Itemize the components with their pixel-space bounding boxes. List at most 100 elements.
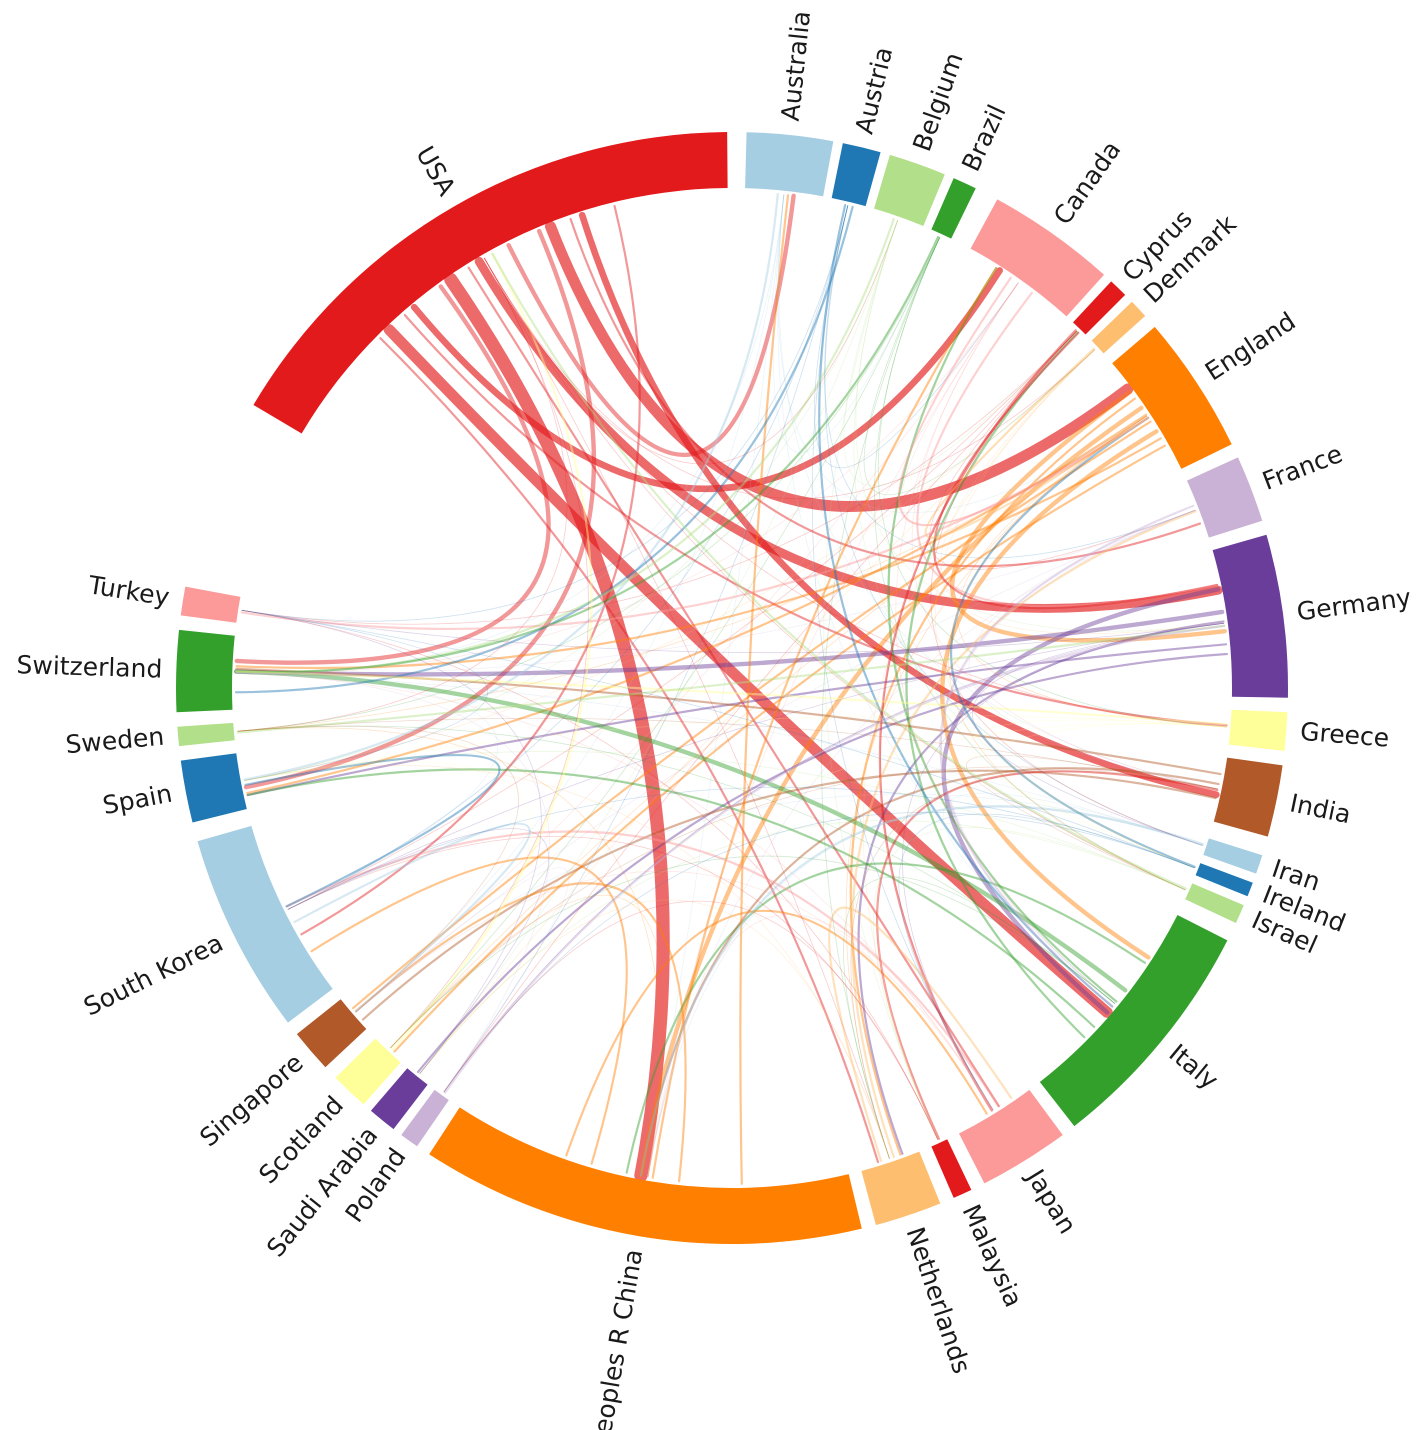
arc-netherlands[interactable]	[861, 1151, 941, 1226]
ribbon-india-singapore[interactable]	[361, 769, 1217, 1021]
ribbon-spain-south_korea[interactable]	[244, 754, 501, 908]
ribbon-england-italy[interactable]	[940, 429, 1159, 960]
ribbon-usa-japan[interactable]	[467, 266, 1000, 1108]
ribbon-china-japan[interactable]	[565, 909, 988, 1157]
thread-saudi_arabia-turkey	[241, 610, 542, 1074]
ribbon-iran-china[interactable]	[639, 805, 1204, 1177]
ribbon-netherlands-france[interactable]	[850, 510, 1197, 1158]
arc-malaysia[interactable]	[931, 1139, 972, 1198]
ribbon-germany-spain[interactable]	[246, 643, 1228, 797]
ribbon-canada-england[interactable]	[897, 276, 1150, 527]
ribbon-italy-switzerland[interactable]	[234, 669, 1128, 993]
ribbon-italy-cyprus[interactable]	[905, 331, 1086, 1039]
arc-ireland[interactable]	[1195, 863, 1253, 897]
arc-italy[interactable]	[1039, 914, 1228, 1127]
ribbon-usa-greece[interactable]	[403, 314, 1228, 727]
ribbon-india-switzerland[interactable]	[235, 667, 1222, 776]
ribbon-germany-italy[interactable]	[941, 587, 1221, 1015]
ribbon-usa-netherlands[interactable]	[379, 337, 880, 1164]
ribbon-england-china[interactable]	[638, 405, 1144, 1178]
ribbon-austria-switzerland[interactable]	[234, 205, 854, 694]
arc-belgium[interactable]	[874, 154, 945, 227]
ribbon-usa-england[interactable]	[544, 220, 1134, 512]
ribbon-cyprus-japan[interactable]	[878, 329, 1077, 1112]
ribbon-canada-germany[interactable]	[916, 291, 1219, 608]
ribbon-usa-france[interactable]	[569, 217, 1202, 568]
arc-sweden[interactable]	[177, 722, 235, 747]
ribbon-usa-switzerland[interactable]	[234, 284, 551, 665]
ribbon-china-canada[interactable]	[651, 267, 998, 1179]
ribbon-usa-india[interactable]	[578, 211, 1220, 799]
arc-singapore[interactable]	[296, 999, 367, 1068]
arc-austria[interactable]	[831, 143, 881, 207]
ribbon-japan-south_korea[interactable]	[285, 830, 1000, 1108]
arc-south_korea[interactable]	[197, 825, 333, 1023]
ribbon-germany-netherlands[interactable]	[857, 620, 1225, 1155]
thread-iran-china	[647, 806, 1203, 1178]
ribbon-germany-saudi_arabia[interactable]	[416, 652, 1228, 1074]
ribbon-belgium-switzerland[interactable]	[235, 218, 895, 674]
ribbon-poland-germany[interactable]	[443, 624, 1226, 1094]
ribbon-italy-canada[interactable]	[887, 267, 1118, 1003]
ribbon-usa-australia[interactable]	[506, 193, 796, 458]
ribbon-cyprus-germany[interactable]	[933, 331, 1219, 610]
arc-canada[interactable]	[970, 199, 1105, 317]
arc-japan[interactable]	[958, 1089, 1063, 1184]
arc-turkey[interactable]	[180, 586, 241, 623]
ribbon-germany-switzerland[interactable]	[234, 609, 1225, 677]
arc-france[interactable]	[1186, 457, 1263, 538]
ribbon-usa-south_korea[interactable]	[300, 204, 641, 936]
ribbon-india-china[interactable]	[639, 767, 1220, 1177]
ribbon-england-scotland[interactable]	[393, 444, 1166, 1053]
ribbon-france-italy[interactable]	[939, 504, 1195, 1008]
arc-usa[interactable]	[253, 132, 728, 434]
thread-usa-denmark	[483, 257, 1096, 500]
arc-germany[interactable]	[1212, 534, 1288, 698]
ribbon-turkey-england[interactable]	[240, 416, 1150, 631]
arc-england[interactable]	[1112, 326, 1232, 469]
ribbon-ireland-england[interactable]	[950, 416, 1196, 868]
ribbon-australia-spain[interactable]	[243, 193, 779, 781]
arc-spain[interactable]	[180, 753, 247, 823]
ribbon-austria-italy[interactable]	[818, 203, 1114, 1008]
arc-poland[interactable]	[401, 1089, 449, 1147]
ribbon-denmark-england[interactable]	[924, 347, 1150, 539]
ribbon-china-singapore[interactable]	[354, 882, 687, 1183]
ribbon-brazil-switzerland[interactable]	[235, 235, 940, 674]
ribbon-usa-canada[interactable]	[410, 267, 1003, 493]
ribbon-malaysia-india[interactable]	[876, 770, 1219, 1140]
ribbon-england-singapore[interactable]	[351, 420, 1152, 1010]
ribbon-greece-switzerland[interactable]	[235, 670, 1228, 726]
arc-israel[interactable]	[1185, 883, 1244, 923]
arc-switzerland[interactable]	[176, 629, 235, 713]
ribbon-scotland-usa[interactable]	[391, 252, 593, 1051]
thread-scotland-spain	[244, 761, 532, 1049]
ribbon-usa-germany[interactable]	[474, 256, 1223, 613]
ribbon-usa-china[interactable]	[444, 272, 670, 1183]
arc-greece[interactable]	[1228, 709, 1288, 751]
ribbon-england-germany[interactable]	[950, 389, 1227, 643]
arc-china[interactable]	[429, 1107, 862, 1244]
ribbon-israel-usa[interactable]	[491, 252, 1187, 890]
ribbon-china-south_korea[interactable]	[310, 856, 628, 1165]
arc-saudi_arabia[interactable]	[370, 1068, 428, 1130]
thread-italy-sweden	[237, 725, 1116, 1004]
arc-cyprus[interactable]	[1072, 281, 1126, 335]
arc-india[interactable]	[1213, 757, 1283, 837]
ribbon-netherlands-japan[interactable]	[828, 906, 1013, 1163]
ribbon-italy-spain[interactable]	[246, 768, 1096, 1028]
ribbon-england-spain[interactable]	[246, 413, 1148, 795]
arc-iran[interactable]	[1203, 838, 1263, 874]
ribbon-usa-italy[interactable]	[383, 324, 1113, 1018]
arc-scotland[interactable]	[335, 1038, 401, 1105]
ribbon-italy-china[interactable]	[625, 862, 1146, 1174]
arc-australia[interactable]	[745, 132, 834, 197]
ribbon-england-netherlands[interactable]	[849, 397, 1136, 1156]
ribbon-south_korea-singapore[interactable]	[293, 822, 531, 1013]
arc-brazil[interactable]	[931, 178, 976, 239]
ribbon-china-australia[interactable]	[739, 194, 790, 1185]
ribbon-sweden-germany[interactable]	[236, 624, 1226, 734]
ribbon-usa-spain[interactable]	[243, 228, 596, 790]
arc-denmark[interactable]	[1091, 301, 1146, 354]
ribbon-england-switzerland[interactable]	[235, 437, 1162, 670]
